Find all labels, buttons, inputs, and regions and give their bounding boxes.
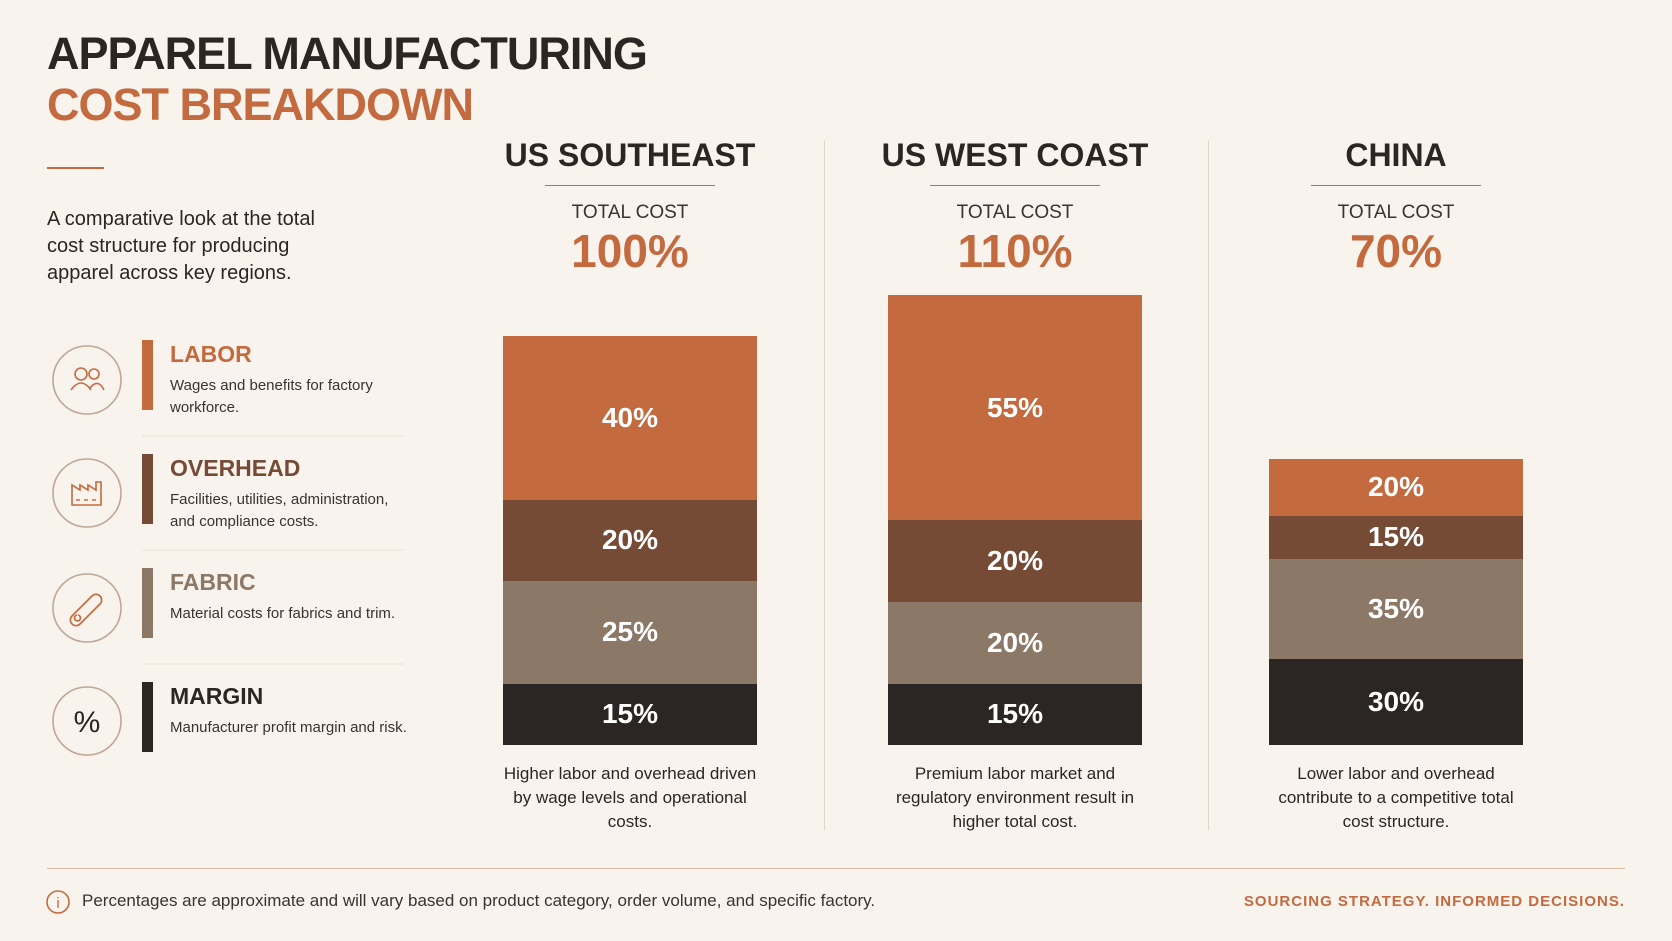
svg-text:%: % [74,706,101,739]
legend-swatch [142,568,153,638]
divider [47,167,104,169]
segment-label: 15% [986,698,1044,730]
region-note: Lower labor and overhead contribute to a… [1278,764,1514,831]
footer-note: Percentages are approximate and will var… [82,891,876,910]
legend-description: Facilities, utilities, administration, a… [170,491,389,530]
total-label: TOTAL COST [571,202,689,223]
segment-label: 30% [1367,686,1425,718]
bar-segment: 15% [1269,515,1523,559]
title: APPAREL MANUFACTURING [47,28,648,79]
legend-name: LABOR [170,341,252,367]
bar-segment: 35% [1269,558,1523,660]
region-underline [545,185,715,186]
bar-segment: 20% [888,520,1142,602]
region-name: US WEST COAST [881,137,1149,173]
legend-swatch [142,454,153,524]
title: COST BREAKDOWN [47,79,474,130]
region-name: US SOUTHEAST [504,137,756,173]
legend-name: FABRIC [170,569,256,595]
legend-description: Material costs for fabrics and trim. [170,605,396,622]
bar-segment: 20% [503,499,757,582]
total-value: 70% [1349,225,1443,277]
segment-label: 20% [1367,471,1425,503]
bar-segment: 55% [888,295,1142,520]
segment-label: 15% [601,698,659,730]
total-value: 100% [571,225,689,277]
info-icon: i [46,890,70,914]
region-underline [930,185,1100,186]
bar-segment: 20% [888,601,1142,684]
bar-segment: 30% [1269,659,1523,745]
bar-segment: 15% [888,683,1142,745]
segment-label: 20% [986,626,1044,658]
segment-label: 20% [601,524,659,556]
bar-segment: 25% [503,581,757,684]
segment-label: 40% [601,401,659,433]
description: A comparative look at the total cost str… [47,208,315,284]
segment-label: 20% [986,544,1044,576]
bar-segment: 15% [503,683,757,745]
total-label: TOTAL COST [956,202,1074,223]
region-underline [1311,185,1481,186]
total-value: 110% [957,225,1073,277]
footer-divider [47,868,1625,869]
tagline: SOURCING STRATEGY. INFORMED DECISIONS. [1243,893,1625,910]
bar-segment: 20% [1269,458,1523,516]
segment-label: 55% [986,391,1044,423]
legend-swatch [142,340,153,410]
legend-name: MARGIN [170,683,264,709]
region-name: CHINA [1345,137,1447,173]
legend-icons: % [52,345,404,756]
bar-segment: 40% [503,335,757,500]
total-label: TOTAL COST [1337,202,1455,223]
column-divider [824,140,825,830]
segment-label: 15% [1367,521,1425,553]
segment-label: 35% [1367,592,1425,624]
legend-name: OVERHEAD [170,455,301,481]
legend-description: Manufacturer profit margin and risk. [170,719,407,736]
region-note: Higher labor and overhead driven by wage… [503,764,757,831]
segment-label: 25% [601,616,659,648]
legend-description: Wages and benefits for factory workforce… [170,377,373,416]
svg-text:i: i [56,895,59,912]
region-note: Premium labor market and regulatory envi… [895,764,1135,831]
column-divider [1208,140,1209,830]
legend-swatch [142,682,153,752]
